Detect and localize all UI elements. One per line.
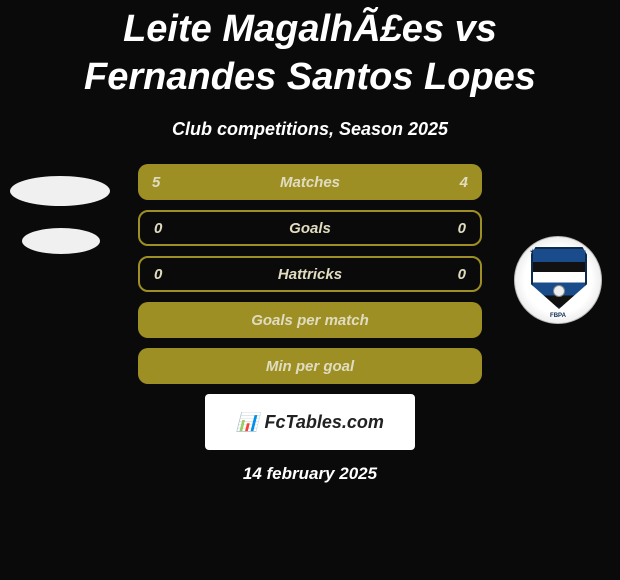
stat-label: Hattricks xyxy=(278,266,342,283)
stat-row: 5 Matches 4 xyxy=(138,164,482,200)
stat-right-value: 0 xyxy=(458,266,466,283)
stat-label: Goals per match xyxy=(251,312,369,329)
shield-icon xyxy=(531,247,587,309)
stat-row: 0 Goals 0 xyxy=(138,210,482,246)
left-team-badge xyxy=(10,184,110,284)
gremio-badge-icon: ★★★ 1903 ★★★ FBPA xyxy=(514,236,604,326)
chart-icon: 📊 xyxy=(236,412,258,433)
badge-bottom-text: FBPA xyxy=(515,313,601,319)
stat-left-value: 5 xyxy=(152,174,160,191)
stat-area: ★★★ 1903 ★★★ FBPA 5 Matches 4 0 Goals 0 0 Hattr… xyxy=(0,164,620,384)
subtitle: Club competitions, Season 2025 xyxy=(0,119,620,140)
stat-label: Min per goal xyxy=(266,358,354,375)
stat-right-value: 4 xyxy=(460,174,468,191)
placeholder-oval-icon xyxy=(10,176,110,206)
stat-left-value: 0 xyxy=(154,220,162,237)
stat-bars: 5 Matches 4 0 Goals 0 0 Hattricks 0 Goals per mat… xyxy=(138,164,482,384)
placeholder-oval-icon xyxy=(22,228,100,254)
stat-row: 0 Hattricks 0 xyxy=(138,256,482,292)
date-label: 14 february 2025 xyxy=(0,464,620,484)
page-title: Leite MagalhÃ£es vs Fernandes Santos Lop… xyxy=(0,0,620,101)
stat-row: Goals per match xyxy=(138,302,482,338)
stat-right-value: 0 xyxy=(458,220,466,237)
watermark-text: FcTables.com xyxy=(265,412,384,433)
stat-label: Goals xyxy=(289,220,331,237)
stat-left-value: 0 xyxy=(154,266,162,283)
stat-label: Matches xyxy=(280,174,340,191)
right-team-badge: ★★★ 1903 ★★★ FBPA xyxy=(510,184,610,284)
watermark: 📊 FcTables.com xyxy=(205,394,415,450)
ball-icon xyxy=(553,285,565,297)
stat-row: Min per goal xyxy=(138,348,482,384)
